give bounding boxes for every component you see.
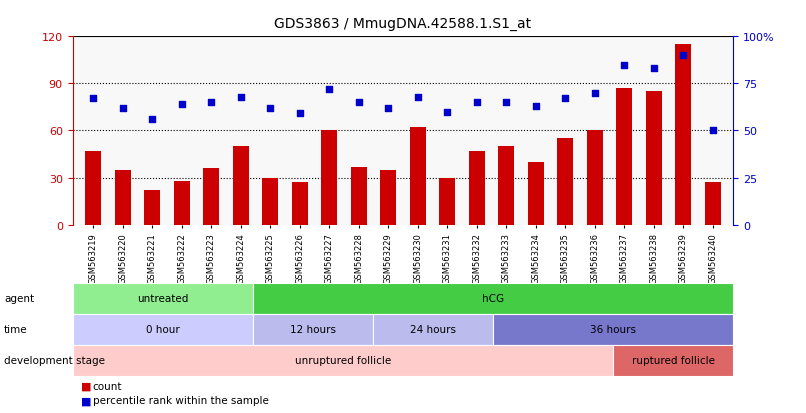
Point <box>264 105 276 112</box>
Point <box>382 105 395 112</box>
Text: ■: ■ <box>81 381 91 391</box>
Text: 24 hours: 24 hours <box>410 324 456 335</box>
Point <box>293 111 306 118</box>
Point <box>411 94 424 101</box>
Bar <box>528 162 544 225</box>
Text: unruptured follicle: unruptured follicle <box>295 355 391 366</box>
Point <box>205 100 218 106</box>
Text: ■: ■ <box>81 395 91 406</box>
Point <box>146 116 159 123</box>
Text: ruptured follicle: ruptured follicle <box>632 355 715 366</box>
Bar <box>144 191 160 225</box>
Point <box>322 86 335 93</box>
Text: 36 hours: 36 hours <box>590 324 636 335</box>
Text: agent: agent <box>4 293 34 304</box>
Bar <box>675 45 692 225</box>
Bar <box>85 152 102 225</box>
Point <box>706 128 719 135</box>
Bar <box>704 183 721 225</box>
Bar <box>587 131 603 225</box>
Point <box>352 100 365 106</box>
Point <box>441 109 454 116</box>
Point <box>235 94 247 101</box>
Bar <box>439 178 455 225</box>
Bar <box>380 170 397 225</box>
Point <box>647 66 660 72</box>
Point <box>677 52 690 59</box>
Bar <box>468 152 485 225</box>
Bar <box>173 181 190 225</box>
Point <box>87 96 100 102</box>
Bar <box>409 128 426 225</box>
Point <box>500 100 513 106</box>
Bar <box>203 169 219 225</box>
Bar <box>233 147 249 225</box>
Text: GDS3863 / MmugDNA.42588.1.S1_at: GDS3863 / MmugDNA.42588.1.S1_at <box>274 17 532 31</box>
Point <box>588 90 601 97</box>
Bar <box>321 131 338 225</box>
Text: development stage: development stage <box>4 355 105 366</box>
Bar <box>646 92 662 225</box>
Point <box>116 105 129 112</box>
Point <box>175 102 188 108</box>
Text: percentile rank within the sample: percentile rank within the sample <box>93 395 268 406</box>
Bar <box>557 139 573 225</box>
Bar <box>616 89 633 225</box>
Text: time: time <box>4 324 27 335</box>
Text: count: count <box>93 381 123 391</box>
Text: untreated: untreated <box>137 293 189 304</box>
Bar <box>114 170 131 225</box>
Bar <box>262 178 278 225</box>
Point <box>618 62 631 69</box>
Text: 0 hour: 0 hour <box>146 324 180 335</box>
Bar <box>351 167 367 225</box>
Bar <box>498 147 514 225</box>
Bar <box>292 183 308 225</box>
Point <box>471 100 484 106</box>
Point <box>559 96 571 102</box>
Text: hCG: hCG <box>482 293 505 304</box>
Text: 12 hours: 12 hours <box>290 324 336 335</box>
Point <box>530 103 542 110</box>
